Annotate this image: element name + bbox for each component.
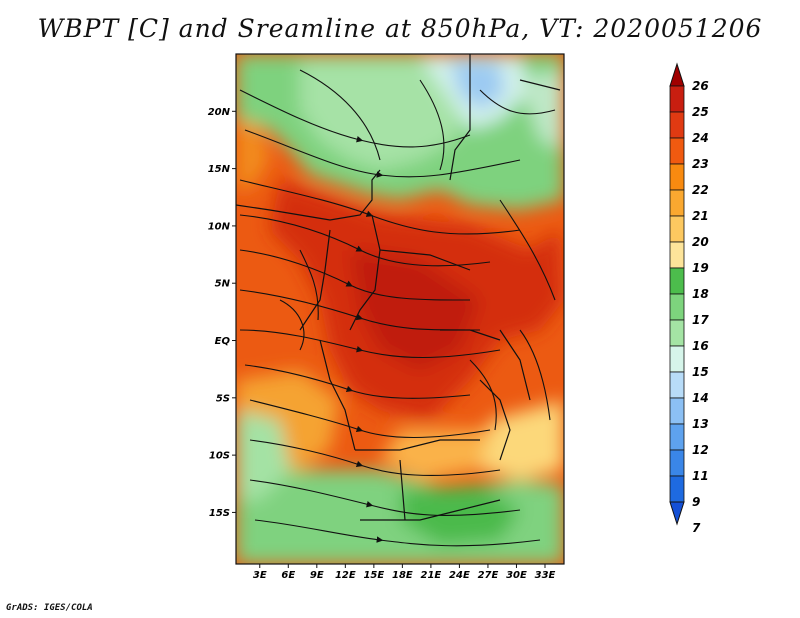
colorbar-label: 25: [692, 105, 709, 119]
lat-tick-label: 5N: [215, 279, 231, 290]
colorbar-label: 13: [692, 417, 709, 431]
lon-tick-label: 3E: [253, 570, 267, 581]
map-frame: [235, 53, 565, 565]
colorbar-label: 14: [692, 391, 709, 405]
lat-tick-label: EQ: [215, 336, 231, 347]
colorbar-label: 9: [692, 495, 700, 509]
colorbar-label: 7: [692, 521, 701, 535]
colorbar-label: 16: [692, 339, 709, 353]
lon-tick-label: 9E: [310, 570, 324, 581]
colorbar-swatch: [669, 215, 685, 243]
colorbar-swatch: [669, 319, 685, 347]
wbpt-field: [236, 54, 564, 564]
colorbar-label: 24: [692, 131, 709, 145]
colorbar-label: 20: [692, 235, 709, 249]
lat-tick-label: 15N: [208, 164, 231, 175]
lon-tick-label: 18E: [392, 570, 413, 581]
colorbar-swatch: [669, 371, 685, 399]
colorbar-swatch: [669, 475, 685, 503]
figure-title: WBPT [C] and Sreamline at 850hPa, VT: 20…: [37, 14, 763, 43]
colorbar-label: 15: [692, 365, 709, 379]
country-boundaries: [236, 54, 561, 521]
colorbar-swatch: [669, 241, 685, 269]
lon-tick-label: 30E: [506, 570, 527, 581]
colorbar-label: 17: [692, 313, 709, 327]
lon-tick-label: 21E: [421, 570, 442, 581]
latitude-axis: 20N 15N 10N 5N EQ 5S 10S 15S: [208, 107, 236, 519]
colorbar-label: 19: [692, 261, 709, 275]
colorbar-swatch: [669, 85, 685, 113]
colorbar-swatch: [669, 449, 685, 477]
grads-credit: GrADS: IGES/COLA: [6, 603, 93, 613]
colorbar-swatch: [669, 267, 685, 295]
lat-tick-label: 20N: [208, 107, 231, 118]
colorbar-swatch: [669, 423, 685, 451]
colorbar-label: 26: [692, 79, 709, 93]
colorbar: 26 25 24 23 22 21 20 19 18 17 16 15 14 13 12 11 9 7: [669, 62, 709, 535]
lon-tick-label: 15E: [363, 570, 384, 581]
lon-tick-label: 33E: [535, 570, 556, 581]
colorbar-min-arrow: [669, 501, 685, 526]
lon-tick-label: 12E: [335, 570, 356, 581]
colorbar-swatch: [669, 293, 685, 321]
colorbar-swatch: [669, 111, 685, 139]
colorbar-swatch: [669, 189, 685, 217]
longitude-axis: 3E 6E 9E 12E 15E 18E 21E 24E 27E 30E 33E: [253, 564, 556, 581]
colorbar-swatch: [669, 163, 685, 191]
colorbar-label: 22: [692, 183, 709, 197]
colorbar-label: 18: [692, 287, 709, 301]
lat-tick-label: 10N: [208, 221, 231, 232]
colorbar-swatch: [669, 397, 685, 425]
colorbar-swatch: [669, 345, 685, 373]
lon-tick-label: 27E: [478, 570, 499, 581]
lat-tick-label: 15S: [209, 508, 230, 519]
colorbar-label: 21: [692, 209, 709, 223]
lat-tick-label: 5S: [216, 393, 230, 404]
colorbar-label: 11: [692, 469, 709, 483]
lon-tick-label: 24E: [449, 570, 470, 581]
lat-tick-label: 10S: [209, 451, 230, 462]
colorbar-label: 23: [692, 157, 709, 171]
lon-tick-label: 6E: [281, 570, 295, 581]
colorbar-swatch: [669, 137, 685, 165]
colorbar-max-arrow: [669, 62, 685, 87]
streamlines: [239, 69, 556, 547]
colorbar-label: 12: [692, 443, 709, 457]
